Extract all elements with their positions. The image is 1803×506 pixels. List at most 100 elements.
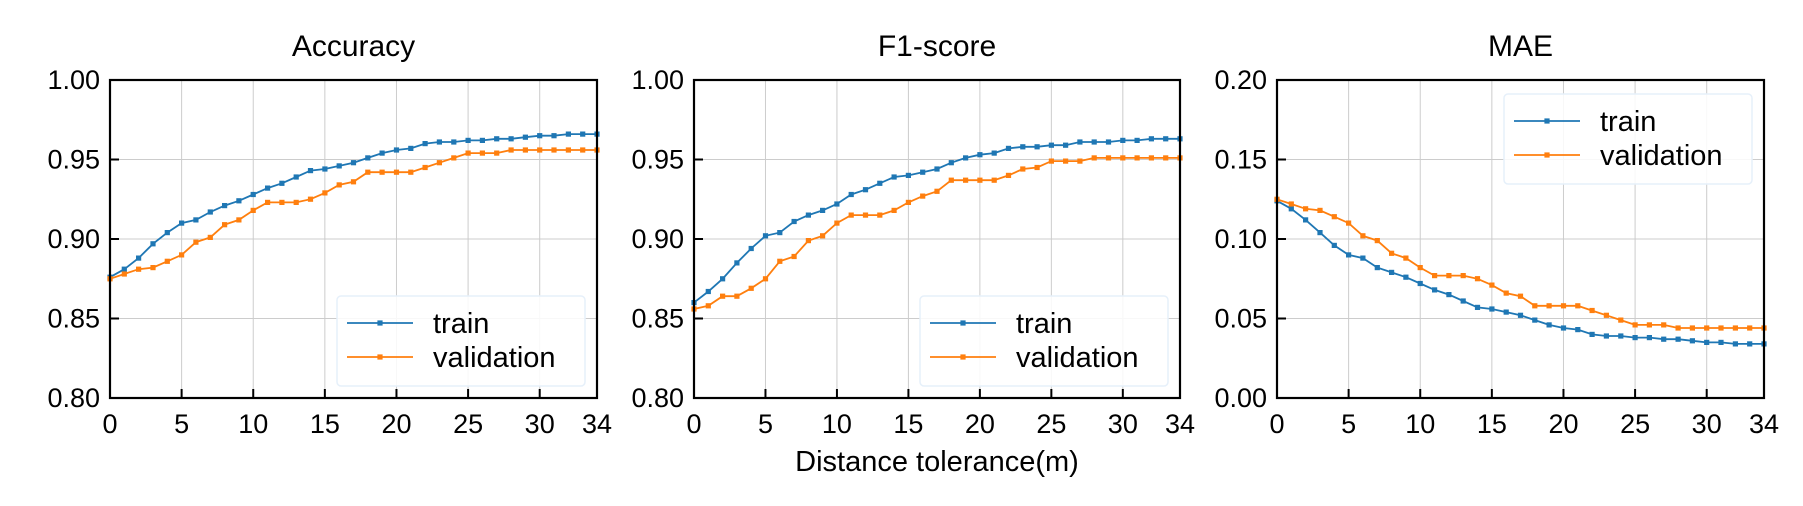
data-point-validation [1091, 155, 1097, 161]
data-point-validation [136, 266, 142, 272]
data-point-validation [408, 169, 414, 175]
legend-label-train: train [433, 308, 489, 340]
data-point-train [1403, 274, 1409, 280]
x-tick-label: 15 [310, 409, 340, 439]
data-point-validation [705, 303, 711, 309]
data-point-validation [1474, 276, 1481, 282]
data-point-validation [1120, 155, 1126, 161]
data-point-validation [1575, 303, 1581, 309]
data-point-validation [565, 147, 571, 153]
x-tick-label: 15 [1477, 409, 1507, 439]
data-point-validation [748, 285, 754, 291]
data-point-validation [820, 233, 826, 239]
series-line-validation [1276, 198, 1764, 329]
data-point-train [136, 255, 142, 261]
data-point-train [393, 147, 400, 153]
y-tick-label: 1.00 [631, 65, 684, 95]
legend-box [1503, 93, 1753, 185]
data-point-train [565, 131, 571, 137]
data-point-validation [436, 160, 442, 166]
data-point-train [777, 230, 783, 236]
data-point-train [1689, 338, 1695, 344]
legend-box [336, 295, 586, 387]
x-tick-label: 15 [893, 409, 923, 439]
x-tick-label: 34 [582, 409, 612, 439]
data-point-train [834, 201, 840, 207]
x-tick-label: 10 [1405, 409, 1435, 439]
data-point-validation [1134, 155, 1140, 161]
data-point-train [1489, 306, 1495, 312]
legend-marker-validation [377, 354, 383, 360]
data-point-train [805, 212, 811, 218]
data-point-train [1432, 287, 1438, 293]
data-point-train [121, 266, 127, 272]
data-point-train [1575, 327, 1581, 333]
data-point-validation [1077, 158, 1083, 164]
data-point-train [1560, 325, 1567, 331]
data-point-train [1704, 339, 1710, 345]
data-point-train [734, 260, 740, 266]
x-tick-label: 34 [1165, 409, 1195, 439]
data-point-validation [508, 147, 514, 153]
data-point-validation [834, 220, 840, 226]
data-point-train [720, 276, 726, 282]
data-point-validation [963, 177, 969, 183]
y-tick-label: 0.20 [1214, 65, 1267, 95]
data-point-validation [1646, 322, 1652, 328]
legend-marker-train [377, 320, 383, 326]
x-tick-label: 25 [453, 409, 483, 439]
data-point-validation [991, 177, 997, 183]
data-point-train [164, 230, 170, 236]
x-tick-label: 20 [965, 409, 995, 439]
x-tick-label: 25 [1036, 409, 1066, 439]
chart-panel-2: 0 5 10 15 20 25 30 34 0.80 0.85 0.90 0.95 1.00 F1-sco… [631, 30, 1195, 478]
data-point-train [150, 241, 156, 247]
data-point-train [250, 191, 256, 198]
chart-panel-1: 0 5 10 15 20 25 30 34 0.80 0.85 0.90 0.95 1.00 Accura… [47, 30, 612, 439]
x-tick-label: 25 [1620, 409, 1650, 439]
data-point-validation [393, 169, 400, 175]
y-tick-label: 0.85 [631, 304, 684, 334]
data-point-validation [422, 164, 428, 171]
legend-label-train: train [1016, 308, 1072, 340]
data-point-validation [948, 177, 954, 183]
x-tick-label: 5 [1341, 409, 1356, 439]
data-point-train [1460, 298, 1466, 304]
data-point-train [1317, 230, 1323, 236]
data-point-validation [862, 212, 869, 218]
data-point-train [379, 150, 385, 156]
data-point-validation [1489, 282, 1495, 288]
data-point-train [207, 209, 213, 215]
data-point-validation [1589, 307, 1595, 314]
data-point-validation [920, 193, 926, 199]
data-point-train [350, 160, 357, 166]
data-point-train [1063, 142, 1069, 148]
data-point-validation [762, 276, 769, 282]
data-point-validation [1148, 155, 1154, 161]
data-point-validation [1732, 325, 1738, 331]
data-point-train [179, 220, 185, 226]
data-point-train [1091, 139, 1097, 145]
data-point-validation [1288, 201, 1294, 207]
panels: 0 5 10 15 20 25 30 34 0.80 0.85 0.90 0.95 1.00 Accura… [47, 30, 1779, 478]
data-point-train [1589, 331, 1595, 337]
data-point-validation [164, 258, 170, 264]
data-point-train [193, 217, 199, 223]
data-point-train [1134, 137, 1140, 143]
data-point-validation [365, 169, 371, 175]
data-point-validation [1661, 322, 1667, 328]
data-point-train [1148, 136, 1154, 142]
data-point-train [1163, 136, 1169, 142]
data-point-validation [580, 147, 586, 153]
data-point-train [1020, 144, 1026, 150]
y-tick-label: 0.80 [47, 383, 100, 413]
data-point-validation [551, 147, 557, 153]
data-point-validation [877, 212, 883, 218]
data-point-validation [121, 271, 127, 277]
data-point-validation [848, 212, 854, 218]
data-point-train [1120, 137, 1126, 143]
data-point-train [508, 136, 514, 142]
